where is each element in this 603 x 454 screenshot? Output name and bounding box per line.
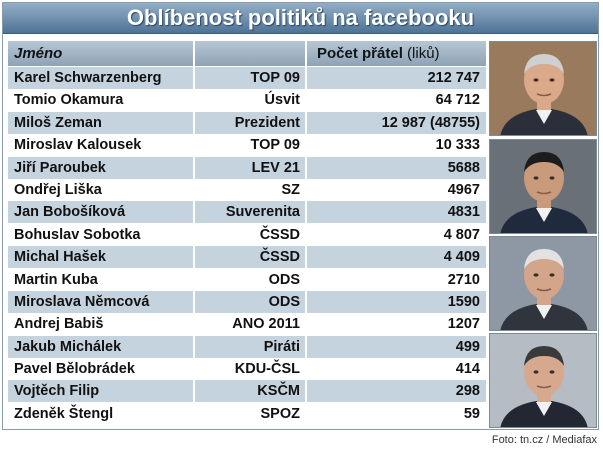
friend-count: 4831: [307, 201, 486, 224]
politician-portrait-3-icon: [489, 236, 597, 331]
table-row: Zdeněk Štengl SPOZ 59: [8, 402, 486, 425]
politician-name: Tomio Okamura: [8, 89, 193, 112]
party-name: Suverenita: [195, 201, 305, 224]
politician-name: Jakub Michálek: [8, 335, 193, 358]
party-name: KSČM: [195, 380, 305, 403]
friend-count: 59: [307, 402, 486, 425]
friend-count: 1590: [307, 290, 486, 313]
infographic-frame: Oblíbenost politiků na facebooku Jméno P…: [2, 2, 599, 430]
photo-credit: Foto: tn.cz / Mediafax: [491, 434, 597, 446]
table-row: Miroslava Němcová ODS 1590: [8, 290, 486, 313]
politician-name: Miloš Zeman: [8, 111, 193, 134]
column-header-count: Počet přátel (liků): [307, 41, 486, 66]
politician-name: Pavel Bělobrádek: [8, 358, 193, 381]
politician-name: Vojtěch Filip: [8, 380, 193, 403]
table-row: Karel Schwarzenberg TOP 09 212 747: [8, 67, 486, 89]
table-row: Jiří Paroubek LEV 21 5688: [8, 156, 486, 179]
table-row: Michal Hašek ČSSD 4 409: [8, 246, 486, 269]
table-row: Bohuslav Sobotka ČSSD 4 807: [8, 223, 486, 246]
party-name: SPOZ: [195, 402, 305, 425]
table-row: Martin Kuba ODS 2710: [8, 268, 486, 291]
politician-name: Martin Kuba: [8, 268, 193, 291]
friend-count: 4967: [307, 178, 486, 201]
politician-name: Jiří Paroubek: [8, 156, 193, 179]
friend-count: 2710: [307, 268, 486, 291]
friend-count: 414: [307, 358, 486, 381]
friend-count: 10 333: [307, 134, 486, 157]
politician-name: Bohuslav Sobotka: [8, 223, 193, 246]
politician-name: Andrej Babiš: [8, 313, 193, 336]
party-name: ODS: [195, 268, 305, 291]
party-name: Prezident: [195, 111, 305, 134]
popularity-table: Jméno Počet přátel (liků) Karel Schwarze…: [8, 41, 486, 425]
column-header-count-unit: (liků): [407, 45, 440, 62]
chart-title: Oblíbenost politiků na facebooku: [126, 5, 475, 30]
friend-count: 4 807: [307, 223, 486, 246]
friend-count: 12 987 (48755): [307, 111, 486, 134]
table-row: Andrej Babiš ANO 2011 1207: [8, 313, 486, 336]
table-row: Tomio Okamura Úsvit 64 712: [8, 89, 486, 112]
column-header-name: Jméno: [8, 41, 193, 66]
column-header-count-label: Počet přátel: [317, 45, 403, 62]
politician-portrait-1-icon: [489, 41, 597, 136]
table-row: Jan Bobošíková Suverenita 4831: [8, 201, 486, 224]
party-name: ČSSD: [195, 246, 305, 269]
table-row: Miroslav Kalousek TOP 09 10 333: [8, 134, 486, 157]
party-name: TOP 09: [195, 134, 305, 157]
politician-name: Miroslav Kalousek: [8, 134, 193, 157]
table-row: Jakub Michálek Piráti 499: [8, 335, 486, 358]
table-row: Ondřej Liška SZ 4967: [8, 178, 486, 201]
politician-name: Michal Hašek: [8, 246, 193, 269]
politician-name: Ondřej Liška: [8, 178, 193, 201]
photo-strip: [489, 41, 597, 428]
politician-name: Miroslava Němcová: [8, 290, 193, 313]
party-name: Piráti: [195, 335, 305, 358]
party-name: LEV 21: [195, 156, 305, 179]
party-name: KDU-ČSL: [195, 358, 305, 381]
party-name: Úsvit: [195, 89, 305, 112]
party-name: TOP 09: [195, 67, 305, 89]
friend-count: 64 712: [307, 89, 486, 112]
party-name: ČSSD: [195, 223, 305, 246]
politician-portrait-2-icon: [489, 139, 597, 234]
friend-count: 1207: [307, 313, 486, 336]
column-header-party: [195, 41, 305, 66]
table-row: Miloš Zeman Prezident 12 987 (48755): [8, 111, 486, 134]
politician-name: Zdeněk Štengl: [8, 402, 193, 425]
politician-portrait-4-icon: [489, 333, 597, 428]
politician-name: Jan Bobošíková: [8, 201, 193, 224]
party-name: ANO 2011: [195, 313, 305, 336]
title-bar: Oblíbenost politiků na facebooku: [3, 3, 598, 34]
party-name: SZ: [195, 178, 305, 201]
table-header: Jméno Počet přátel (liků): [8, 41, 486, 66]
friend-count: 212 747: [307, 67, 486, 89]
friend-count: 298: [307, 380, 486, 403]
politician-name: Karel Schwarzenberg: [8, 67, 193, 89]
friend-count: 4 409: [307, 246, 486, 269]
friend-count: 499: [307, 335, 486, 358]
party-name: ODS: [195, 290, 305, 313]
table-row: Vojtěch Filip KSČM 298: [8, 380, 486, 403]
friend-count: 5688: [307, 156, 486, 179]
table-row: Pavel Bělobrádek KDU-ČSL 414: [8, 358, 486, 381]
